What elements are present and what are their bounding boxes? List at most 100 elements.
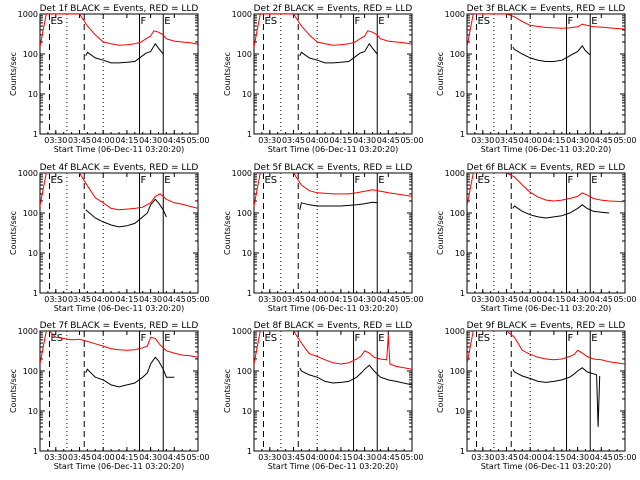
marker-label-e: E (164, 333, 170, 344)
y-tick-label: 10 (28, 407, 38, 416)
x-axis-label: Start Time (06-Dec-11 03:20:20) (268, 462, 399, 471)
y-tick-label: 1000 (232, 327, 252, 336)
y-tick-label: 1 (247, 289, 252, 298)
marker-label-e: E (591, 175, 597, 186)
plot-frame (39, 330, 199, 452)
x-tick-label: 04:30 (139, 136, 162, 145)
series-line-events (299, 201, 378, 210)
y-tick-label: 10 (242, 249, 252, 258)
plot-frame (466, 330, 626, 452)
series-line-events (299, 42, 378, 64)
y-tick-label: 100 (23, 209, 38, 218)
series-line-events (85, 356, 175, 388)
x-tick-label: 03:45 (282, 453, 305, 462)
panel-det-9: Det 9f BLACK = Events, RED = LLD ES F E 03:3… (436, 321, 637, 471)
marker-label-f: F (355, 16, 361, 27)
x-axis-label: Start Time (06-Dec-11 03:20:20) (54, 304, 185, 313)
marker-label-f: F (355, 175, 361, 186)
series-line-lld (467, 14, 625, 48)
marker-label-es: ES (264, 175, 277, 186)
marker-label-f: F (568, 333, 574, 344)
x-tick-label: 04:45 (377, 136, 400, 145)
x-tick-label: 03:45 (68, 136, 91, 145)
x-tick-label: 04:00 (92, 136, 115, 145)
x-tick-label: 04:00 (306, 136, 329, 145)
marker-label-es: ES (50, 16, 63, 27)
x-tick-label: 04:00 (519, 136, 542, 145)
panel-title: Det 9f BLACK = Events, RED = LLD (467, 321, 626, 331)
y-tick-label: 100 (23, 50, 38, 59)
x-axis-label: Start Time (06-Dec-11 03:20:20) (268, 145, 399, 154)
x-tick-label: 05:00 (613, 453, 636, 462)
x-tick-label: 04:00 (306, 453, 329, 462)
marker-label-e: E (378, 333, 384, 344)
y-tick-label: 1 (460, 289, 465, 298)
x-tick-label: 04:45 (163, 295, 186, 304)
x-tick-label: 04:45 (163, 136, 186, 145)
x-tick-label: 04:30 (139, 295, 162, 304)
y-axis-label: Counts/sec (223, 369, 232, 413)
y-tick-label: 10 (28, 249, 38, 258)
marker-label-f: F (355, 333, 361, 344)
series-line-lld (467, 173, 625, 207)
x-tick-label: 04:30 (566, 136, 589, 145)
x-tick-label: 04:30 (353, 453, 376, 462)
x-axis-label: Start Time (06-Dec-11 03:20:20) (268, 304, 399, 313)
marker-label-e: E (164, 175, 170, 186)
series-line-lld (40, 173, 198, 211)
y-tick-label: 100 (237, 50, 252, 59)
x-tick-label: 04:30 (566, 453, 589, 462)
marker-label-es: ES (477, 175, 490, 186)
x-tick-label: 03:45 (68, 453, 91, 462)
y-tick-label: 10 (28, 90, 38, 99)
panel-det-1: Det 1f BLACK = Events, RED = LLD ES F E 03:3… (9, 4, 210, 154)
x-tick-label: 04:00 (92, 295, 115, 304)
y-tick-label: 1000 (445, 169, 465, 178)
y-axis-label: Counts/sec (436, 211, 445, 255)
y-tick-label: 100 (450, 209, 465, 218)
marker-label-es: ES (264, 333, 277, 344)
marker-label-f: F (141, 333, 147, 344)
panel-title: Det 5f BLACK = Events, RED = LLD (254, 163, 413, 173)
x-tick-label: 04:45 (590, 453, 613, 462)
x-tick-label: 04:15 (329, 295, 352, 304)
x-tick-label: 03:45 (495, 136, 518, 145)
series-line-events (512, 44, 591, 62)
x-tick-label: 03:45 (282, 136, 305, 145)
marker-label-es: ES (50, 175, 63, 186)
x-tick-label: 04:00 (519, 295, 542, 304)
x-axis-label: Start Time (06-Dec-11 03:20:20) (481, 145, 612, 154)
x-tick-label: 05:00 (400, 295, 423, 304)
marker-label-es: ES (264, 16, 277, 27)
y-tick-label: 1000 (445, 10, 465, 19)
series-line-lld (467, 331, 625, 365)
y-axis-label: Counts/sec (223, 211, 232, 255)
marker-label-f: F (568, 175, 574, 186)
x-tick-label: 04:15 (542, 295, 565, 304)
x-tick-label: 03:30 (44, 136, 67, 145)
x-tick-label: 04:45 (377, 295, 400, 304)
panel-title: Det 8f BLACK = Events, RED = LLD (254, 321, 413, 331)
plot-frame (253, 172, 413, 294)
x-axis-label: Start Time (06-Dec-11 03:20:20) (481, 304, 612, 313)
y-tick-label: 1000 (18, 327, 38, 336)
series-line-events (85, 198, 167, 228)
y-tick-label: 1 (33, 289, 38, 298)
series-line-events (512, 367, 601, 427)
panel-det-8: Det 8f BLACK = Events, RED = LLD ES F E 03:3… (223, 321, 424, 471)
y-tick-label: 1000 (232, 169, 252, 178)
x-tick-label: 04:45 (590, 136, 613, 145)
panel-det-5: Det 5f BLACK = Events, RED = LLD ES F E 03:3… (223, 163, 424, 313)
y-tick-label: 1 (247, 130, 252, 139)
plot-frame (39, 13, 199, 135)
y-tick-label: 1 (460, 130, 465, 139)
y-tick-label: 10 (242, 90, 252, 99)
series-line-lld (254, 14, 412, 48)
y-axis-label: Counts/sec (9, 52, 18, 96)
marker-label-e: E (164, 16, 170, 27)
marker-label-f: F (141, 16, 147, 27)
x-tick-label: 05:00 (613, 136, 636, 145)
y-tick-label: 100 (450, 367, 465, 376)
x-tick-label: 04:15 (115, 453, 138, 462)
